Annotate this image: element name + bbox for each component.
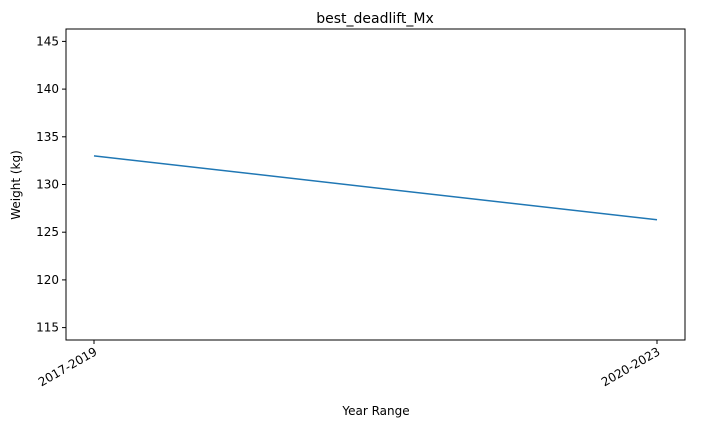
chart-title: best_deadlift_Mx xyxy=(316,11,434,27)
plot-area xyxy=(65,28,686,341)
y-tick-label: 140 xyxy=(36,82,59,96)
series-line xyxy=(93,155,658,221)
y-tick-label: 135 xyxy=(36,130,59,144)
y-tick-label: 125 xyxy=(36,225,59,239)
x-axis-label: Year Range xyxy=(341,404,409,418)
x-axis: 2017-2019 2020-2023 xyxy=(36,340,663,389)
plot-frame xyxy=(65,28,686,341)
x-tick-label: 2020-2023 xyxy=(599,344,663,389)
y-tick-label: 145 xyxy=(36,34,59,48)
y-axis: 115 120 125 130 135 140 145 xyxy=(36,34,66,335)
y-tick-label: 130 xyxy=(36,178,59,192)
y-axis-label: Weight (kg) xyxy=(9,150,23,220)
x-tick-label: 2017-2019 xyxy=(36,344,100,389)
y-tick-label: 115 xyxy=(36,321,59,335)
y-tick-label: 120 xyxy=(36,273,59,287)
series-lines xyxy=(93,155,658,221)
